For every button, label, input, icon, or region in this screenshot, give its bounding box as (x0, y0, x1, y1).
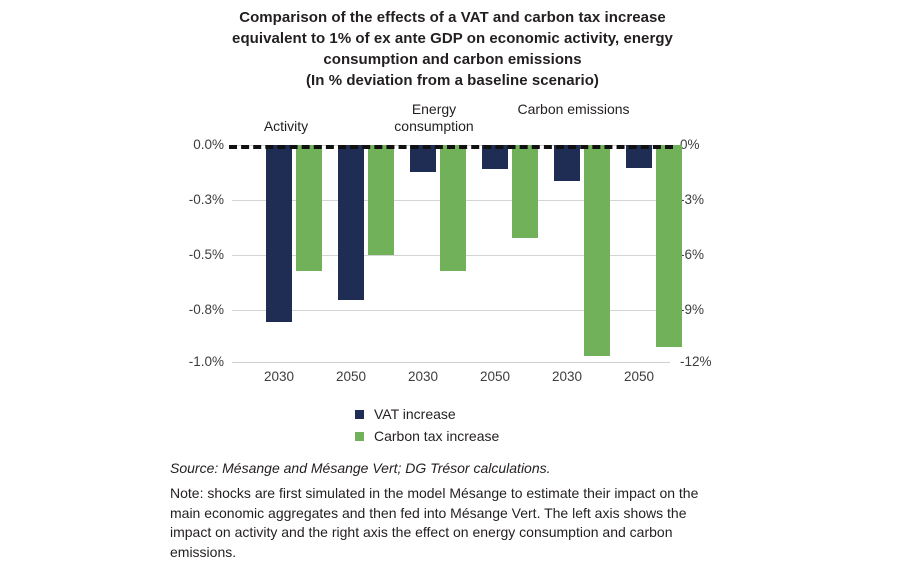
bar-chart: Activity Energy consumption Carbon emiss… (189, 101, 712, 395)
bar-carbon-2050-vat (626, 145, 652, 168)
chart-title-line-3: consumption and carbon emissions (323, 51, 582, 68)
bar-activity-2050-vat (338, 145, 364, 300)
bar-carbon-2030-carbon (584, 145, 610, 356)
gridline-3 (232, 310, 670, 311)
left-axis-tick-1: -0.3% (188, 192, 224, 207)
x-tick-activity-2030: 2030 (263, 369, 295, 384)
group-label-energy-line-2: consumption (394, 118, 474, 134)
bar-carbon-2050-carbon (656, 145, 682, 347)
source-note: Source: Mésange and Mésange Vert; DG Tré… (170, 460, 551, 476)
plot-area: 0.0% -0.3% -0.5% -0.8% -1.0% 0% -3% -6% … (189, 138, 712, 385)
legend-swatch-icon-vat (355, 409, 364, 419)
chart-title-line-2: equivalent to 1% of ex ante GDP on econo… (232, 30, 673, 47)
right-axis-tick-1: -3% (680, 192, 705, 207)
right-axis-tick-3: -9% (680, 302, 705, 317)
legend-item-carbon-tax-increase: Carbon tax increase (355, 425, 499, 447)
right-axis-tick-2: -6% (680, 247, 705, 262)
x-tick-energy-2050: 2050 (479, 369, 511, 384)
bar-energy-2030-carbon (440, 145, 466, 271)
methodology-note: Note: shocks are first simulated in the … (170, 485, 699, 560)
group-label-carbon-line-1: Carbon emissions (517, 101, 630, 117)
bar-activity-2030-vat (266, 145, 292, 322)
legend-label-carbon: Carbon tax increase (374, 428, 500, 444)
legend-item-vat-increase: VAT increase (355, 403, 499, 425)
group-label-energy-consumption: Energy consumption (364, 101, 504, 135)
group-label-energy-line-1: Energy (411, 101, 457, 117)
left-axis-tick-4: -1.0% (188, 354, 224, 369)
x-tick-carbon-2030: 2030 (551, 369, 583, 384)
group-label-carbon-emissions: Carbon emissions (491, 101, 656, 118)
left-axis-tick-3: -0.8% (188, 302, 224, 317)
right-axis-tick-4: -12% (680, 354, 712, 369)
chart-title-line-1: Comparison of the effects of a VAT and c… (239, 9, 666, 26)
left-axis-tick-0: 0.0% (193, 137, 224, 152)
bar-energy-2050-vat (482, 145, 508, 169)
bar-energy-2030-vat (410, 145, 436, 172)
chart-legend: VAT increase Carbon tax increase (355, 403, 499, 447)
bar-activity-2030-carbon (296, 145, 322, 271)
gridline-4 (232, 362, 670, 363)
right-axis-tick-0: 0% (680, 137, 700, 152)
x-tick-activity-2050: 2050 (335, 369, 367, 384)
bar-energy-2050-carbon (512, 145, 538, 238)
chart-title-line-4: (In % deviation from a baseline scenario… (306, 72, 599, 89)
x-tick-energy-2030: 2030 (407, 369, 439, 384)
x-tick-carbon-2050: 2050 (623, 369, 655, 384)
left-axis-tick-2: -0.5% (188, 247, 224, 262)
legend-swatch-icon-carbon (355, 431, 364, 441)
bar-activity-2050-carbon (368, 145, 394, 255)
legend-label-vat: VAT increase (374, 406, 456, 422)
zero-reference-line (229, 145, 673, 149)
bar-carbon-2030-vat (554, 145, 580, 181)
group-label-activity: Activity (216, 118, 356, 135)
group-label-activity-line-1: Activity (263, 118, 309, 134)
chart-title: Comparison of the effects of a VAT and c… (0, 7, 905, 91)
